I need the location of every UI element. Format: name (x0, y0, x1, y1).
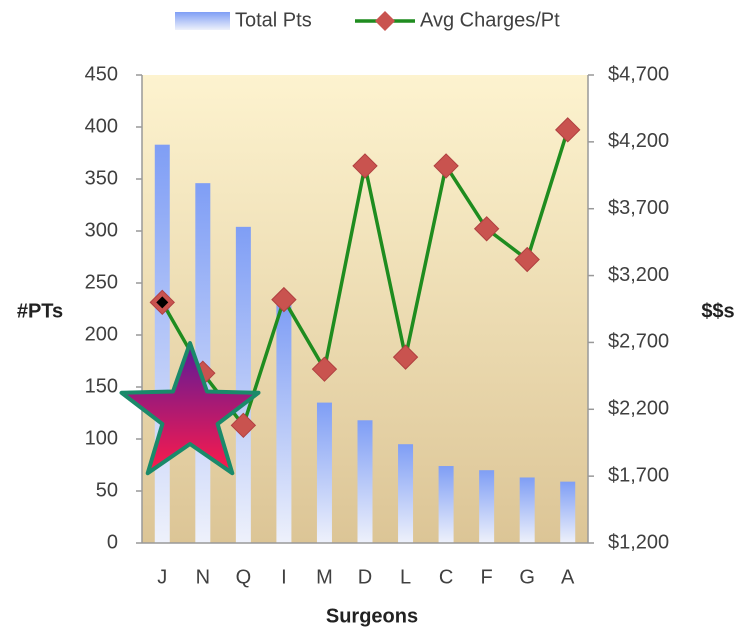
bar (357, 420, 373, 543)
x-axis-title: Surgeons (326, 605, 418, 627)
x-tick-label: C (439, 566, 453, 588)
line-marker (392, 344, 419, 370)
line-marker (433, 153, 459, 179)
y2-axis-title: $$s (701, 300, 734, 322)
legend-label: Avg Charges/Pt (420, 9, 560, 31)
x-tick-label: Q (236, 566, 252, 588)
line-marker (311, 356, 338, 382)
y2-tick-label: $4,700 (608, 63, 669, 85)
y-tick-label: 250 (85, 271, 118, 293)
y2-tick-label: $3,200 (608, 264, 669, 286)
x-tick-label: N (196, 566, 210, 588)
x-tick-label: L (400, 566, 411, 588)
x-tick-label: D (358, 566, 372, 588)
bar (235, 226, 251, 543)
bar (154, 144, 170, 543)
y-tick-label: 0 (107, 531, 118, 553)
y-tick-label: 50 (96, 479, 118, 501)
y-tick-label: 150 (85, 375, 118, 397)
y-tick-label: 100 (85, 427, 118, 449)
y2-tick-label: $2,200 (608, 398, 669, 420)
y-tick-label: 300 (85, 219, 118, 241)
legend-label: Total Pts (235, 9, 312, 31)
line-marker (473, 216, 500, 242)
y2-tick-label: $1,700 (608, 464, 669, 486)
x-tick-label: I (281, 566, 287, 588)
y-tick-label: 400 (85, 115, 118, 137)
y2-tick-label: $3,700 (608, 197, 669, 219)
bar (276, 304, 292, 543)
legend-swatch (175, 12, 230, 30)
line-marker (352, 153, 378, 179)
line-marker (230, 412, 257, 439)
bar (519, 477, 535, 543)
x-tick-label: M (316, 566, 333, 588)
bar (398, 444, 414, 543)
y-axis-title: #PTs (17, 300, 63, 322)
x-tick-label: G (519, 566, 535, 588)
line-marker (514, 246, 540, 273)
y-tick-label: 450 (85, 63, 118, 85)
bar (560, 481, 576, 543)
y2-tick-label: $1,200 (608, 531, 669, 553)
line-marker (555, 117, 581, 143)
x-tick-label: A (561, 566, 575, 588)
bar (316, 402, 332, 543)
bar (438, 466, 454, 543)
y-tick-label: 350 (85, 167, 118, 189)
star-annotation (119, 341, 261, 476)
x-tick-label: J (157, 566, 167, 588)
marker-highlight (156, 296, 169, 309)
x-tick-label: F (481, 566, 493, 588)
y2-tick-label: $2,700 (608, 331, 669, 353)
line-marker (271, 286, 297, 313)
legend-marker (375, 11, 395, 31)
y-tick-label: 200 (85, 323, 118, 345)
bar (479, 470, 495, 543)
y2-tick-label: $4,200 (608, 130, 669, 152)
